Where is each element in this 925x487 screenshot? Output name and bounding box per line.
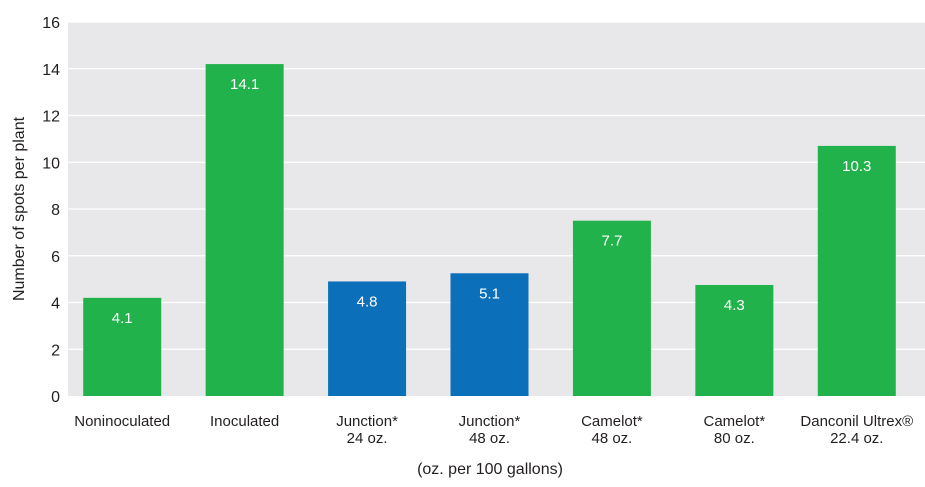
x-category-label: 80 oz.	[714, 430, 755, 447]
bar-5	[695, 284, 774, 396]
y-axis-ticks: 0 2 4 6 8 10 12 14 16	[42, 15, 60, 406]
x-category-label: 48 oz.	[591, 430, 632, 447]
x-category-label: Inoculated	[210, 413, 279, 430]
x-category-label: Camelot*	[704, 413, 766, 430]
y-tick-label: 0	[51, 389, 60, 406]
x-axis-title: (oz. per 100 gallons)	[417, 461, 563, 478]
y-tick-label: 12	[42, 109, 60, 126]
y-tick-label: 2	[51, 342, 60, 359]
x-category-label: 22.4 oz.	[830, 430, 883, 447]
x-axis-category-labels: Noninoculated Inoculated Junction*24 oz.Ju…	[74, 413, 913, 447]
y-axis-title: Number of spots per plant	[11, 116, 28, 301]
bars: 4.1 14.1 4.8 5.1 7.7 4.3 10.3	[83, 64, 896, 396]
bar-value-label: 5.1	[479, 285, 500, 302]
bar-value-label: 7.7	[601, 233, 622, 250]
bar-2	[328, 281, 407, 396]
bar-0	[83, 297, 162, 396]
y-tick-label: 6	[51, 249, 60, 266]
bar-value-label: 4.1	[112, 310, 133, 327]
y-tick-label: 8	[51, 202, 60, 219]
y-tick-label: 10	[42, 155, 60, 172]
bar-3	[450, 273, 529, 396]
y-tick-label: 14	[42, 62, 60, 79]
bar-value-label: 4.8	[357, 293, 378, 310]
x-category-label: Camelot*	[581, 413, 643, 430]
x-category-label: Junction*	[336, 413, 398, 430]
bar-value-label: 14.1	[230, 76, 259, 93]
x-category-label: Danconil Ultrex®	[800, 413, 913, 430]
x-category-label: 24 oz.	[347, 430, 388, 447]
bar-1	[205, 64, 284, 396]
bar-value-label: 4.3	[724, 297, 745, 314]
bar-6	[817, 145, 896, 396]
x-category-label: 48 oz.	[469, 430, 510, 447]
bar-4	[572, 220, 651, 396]
bar-value-label: 10.3	[842, 158, 871, 175]
x-category-label: Junction*	[459, 413, 521, 430]
y-tick-label: 4	[51, 296, 60, 313]
x-category-label: Noninoculated	[74, 413, 170, 430]
y-tick-label: 16	[42, 15, 60, 32]
